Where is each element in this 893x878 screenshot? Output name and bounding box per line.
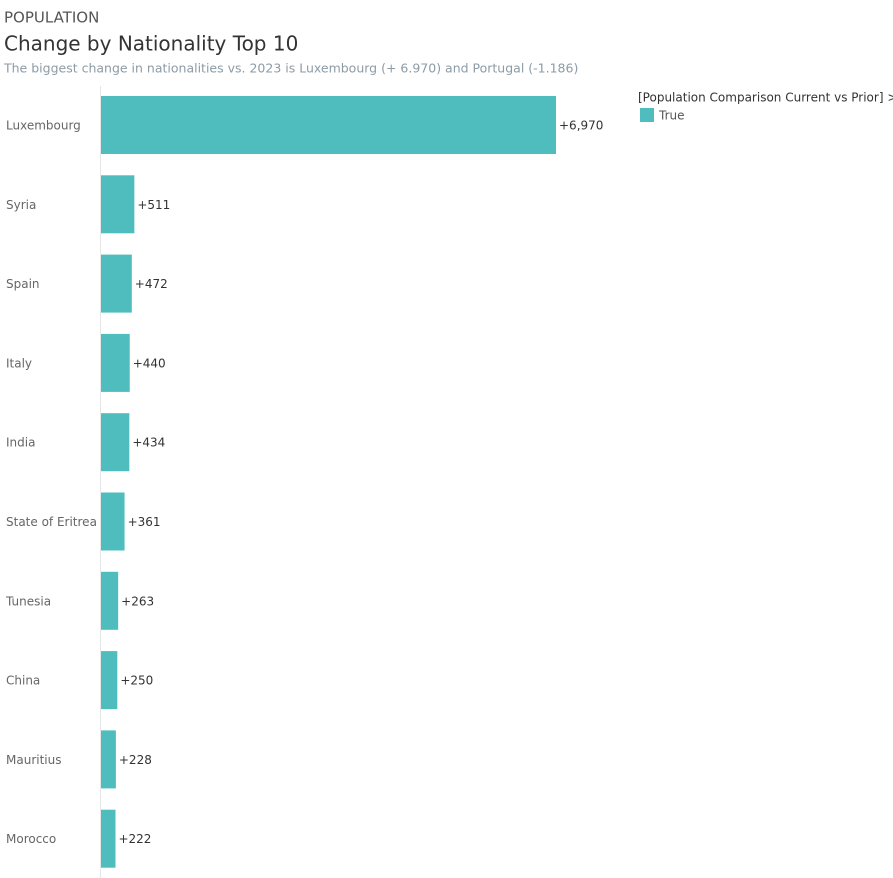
- bar: [101, 651, 118, 710]
- category-label: Tunesia: [5, 594, 51, 608]
- chart-title: Change by Nationality Top 10: [4, 32, 298, 56]
- bar: [101, 730, 116, 789]
- bar: [101, 809, 116, 868]
- value-label: +440: [133, 356, 166, 370]
- value-label: +250: [120, 674, 153, 688]
- category-label: Spain: [6, 277, 40, 291]
- legend-title: [Population Comparison Current vs Prior]…: [638, 91, 893, 105]
- bar: [101, 571, 119, 630]
- bar: [101, 175, 135, 234]
- bar: [101, 413, 130, 472]
- bar: [101, 96, 556, 154]
- value-label: +361: [128, 515, 161, 529]
- category-label: India: [6, 436, 35, 450]
- value-label: +222: [118, 832, 151, 846]
- value-label: +6,970: [559, 119, 603, 133]
- category-label: China: [6, 674, 40, 688]
- category-label: Italy: [6, 356, 32, 370]
- category-label: Luxembourg: [6, 119, 81, 133]
- bar: [101, 333, 130, 392]
- value-label: +472: [135, 277, 168, 291]
- legend-label: True: [658, 109, 685, 123]
- subtitle: The biggest change in nationalities vs. …: [3, 61, 578, 76]
- value-label: +228: [119, 753, 152, 767]
- value-label: +511: [137, 198, 170, 212]
- kicker: POPULATION: [4, 9, 99, 27]
- category-label: Morocco: [6, 832, 56, 846]
- bar: [101, 492, 125, 551]
- legend-swatch: [640, 108, 654, 122]
- category-label: Mauritius: [6, 753, 61, 767]
- category-label: State of Eritrea: [6, 515, 97, 529]
- value-label: +434: [132, 436, 165, 450]
- category-label: Syria: [6, 198, 36, 212]
- bar: [101, 254, 132, 313]
- value-label: +263: [121, 594, 154, 608]
